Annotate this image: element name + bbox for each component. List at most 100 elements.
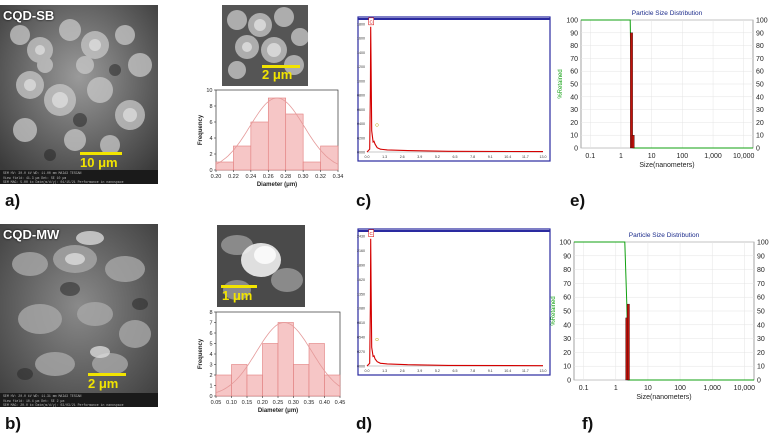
y-axis-label: %Retained xyxy=(558,69,564,98)
y-tick-label-right: 100 xyxy=(757,240,769,247)
y-tick-label-right: 40 xyxy=(756,94,764,101)
sem-image-sb: CQD-SB 10 μm SEM HV: 30.0 kV WD: 11.00 m… xyxy=(0,5,158,184)
x-tick-label: 0.25 xyxy=(273,400,284,406)
x-axis-label: Size(nanometers) xyxy=(639,162,694,169)
y-axis-label: Frequency xyxy=(198,338,204,369)
passing-line xyxy=(574,241,754,381)
y-tick-label-left: 10 xyxy=(570,133,578,140)
y-tick-label: 1000 xyxy=(357,79,365,83)
peak-label-carbon: C xyxy=(370,231,374,236)
gaussian-fit-line xyxy=(215,97,339,165)
y-tick-label: 4 xyxy=(209,352,212,358)
y-tick-label: 8 xyxy=(209,310,212,316)
y-tick-label-right: 90 xyxy=(756,30,764,37)
histogram-bar xyxy=(262,343,279,397)
scale-text-mw-inset: 1 μm xyxy=(222,288,253,303)
peak-label-carbon: C xyxy=(370,19,374,24)
sem-footer-mw: SEM HV: 20.0 kV WD: 11.31 mm MAIA3 TESCA… xyxy=(0,393,158,407)
y-tick-label-left: 90 xyxy=(570,30,578,37)
y-tick-label: 0000 xyxy=(357,151,365,155)
y-tick-label: 0540 xyxy=(357,336,365,340)
y-tick-label-right: 50 xyxy=(756,82,764,89)
histogram-sb: 0.20 0.22 0.24 0.26 0.28 0.30 0.32 0.34 0 2 4 6 8 10 D… xyxy=(198,88,344,188)
y-tick-label: 2 xyxy=(209,152,212,158)
histogram-bar xyxy=(293,364,310,397)
sem-label-mw: CQD-MW xyxy=(3,227,60,242)
scale-bar-sb-inset xyxy=(262,65,300,68)
psd-bar xyxy=(631,135,635,149)
scale-text-sb-inset: 2 μm xyxy=(262,67,293,82)
sem-footer-item: MAIA3 TESCAN xyxy=(58,394,82,398)
x-tick-label: 0.15 xyxy=(242,400,253,406)
y-axis-label: %Retained xyxy=(551,296,557,325)
y-tick-label-left: 0 xyxy=(567,378,571,385)
histogram-mw: 0.05 0.10 0.15 0.20 0.25 0.30 0.35 0.40 0.45 0 1 2 3… xyxy=(198,310,345,414)
histogram-bar xyxy=(308,343,325,397)
scale-bar-mw-inset xyxy=(221,285,257,288)
x-tick-label: 0.34 xyxy=(333,174,344,180)
y-tick-label: 1350 xyxy=(357,292,365,296)
y-tick-label-right: 20 xyxy=(757,350,765,357)
y-tick-label-right: 50 xyxy=(757,309,765,316)
y-tick-label: 0800 xyxy=(357,94,365,98)
chart-title: Particle Size Distribution xyxy=(629,232,700,239)
x-tick-label: 10.4 xyxy=(504,369,511,373)
y-tick-label: 1200 xyxy=(357,65,365,69)
y-tick-label-right: 70 xyxy=(756,56,764,63)
y-tick-label-left: 40 xyxy=(563,322,571,329)
x-tick-label: 13.0 xyxy=(540,155,547,159)
x-tick-label: 0.0 xyxy=(365,155,370,159)
spectrum-line xyxy=(366,238,544,367)
x-tick-label: 0.28 xyxy=(280,174,291,180)
y-tick-label-right: 10 xyxy=(757,364,765,371)
y-tick-label-left: 70 xyxy=(563,281,571,288)
x-tick-label: 0.1 xyxy=(585,153,595,160)
y-tick-label-left: 40 xyxy=(570,94,578,101)
y-tick-label: 1080 xyxy=(357,307,365,311)
y-tick-label: 2430 xyxy=(357,235,365,239)
y-tick-label: 4 xyxy=(209,136,212,142)
x-tick-label: 1 xyxy=(619,153,623,160)
sem-footer-item: SEM HV: 20.0 kV xyxy=(3,394,32,398)
y-tick-label: 2 xyxy=(209,373,212,379)
x-tick-label: 5.2 xyxy=(435,369,440,373)
y-tick-label: 7 xyxy=(209,321,212,327)
scale-text-mw: 2 μm xyxy=(88,376,119,391)
scale-text-sb: 10 μm xyxy=(80,155,118,170)
y-tick-label-left: 20 xyxy=(570,120,578,127)
psd-bar xyxy=(626,303,630,381)
x-tick-label: 9.1 xyxy=(488,369,493,373)
histogram-bar xyxy=(246,374,263,397)
x-tick-label: 10,000 xyxy=(733,153,755,160)
sem-footer-item: Performance in nanospace xyxy=(77,403,124,407)
sem-footer-item: SEM MAG: 5.00 kx xyxy=(3,180,34,184)
y-tick-label: 1 xyxy=(209,384,212,390)
sem-image-mw: CQD-MW 2 μm SEM HV: 20.0 kV WD: 11.31 mm… xyxy=(0,224,158,407)
x-tick-label: 1.3 xyxy=(382,369,387,373)
x-tick-label: 10,000 xyxy=(734,385,756,392)
eds-frame xyxy=(357,16,551,162)
spectrum-line xyxy=(366,26,544,153)
x-axis-label: Diameter (μm) xyxy=(257,182,297,188)
histogram-bar xyxy=(250,121,269,171)
y-tick-label: 0400 xyxy=(357,122,365,126)
x-tick-label: 0.10 xyxy=(226,400,237,406)
panel-letter-a: a) xyxy=(5,191,21,210)
y-tick-label-right: 60 xyxy=(756,69,764,76)
y-tick-label: 1620 xyxy=(357,278,365,282)
y-tick-label: 6 xyxy=(209,331,212,337)
y-tick-label: 0 xyxy=(209,168,212,174)
x-tick-label: 1 xyxy=(614,385,618,392)
sem-footer-item: 10 μm xyxy=(56,175,67,180)
peak-label-oxygen: O xyxy=(375,337,379,342)
y-tick-label-left: 100 xyxy=(566,18,578,25)
y-tick-label-right: 60 xyxy=(757,295,765,302)
y-tick-label-right: 10 xyxy=(756,133,764,140)
x-tick-label: 0.32 xyxy=(315,174,326,180)
x-tick-label: 0.20 xyxy=(211,174,222,180)
y-tick-label-left: 50 xyxy=(570,82,578,89)
y-tick-label-left: 100 xyxy=(559,240,571,247)
x-axis-label: Diameter (μm) xyxy=(258,408,298,414)
x-tick-label: 0.22 xyxy=(228,174,239,180)
y-tick-label: 8 xyxy=(209,104,212,110)
